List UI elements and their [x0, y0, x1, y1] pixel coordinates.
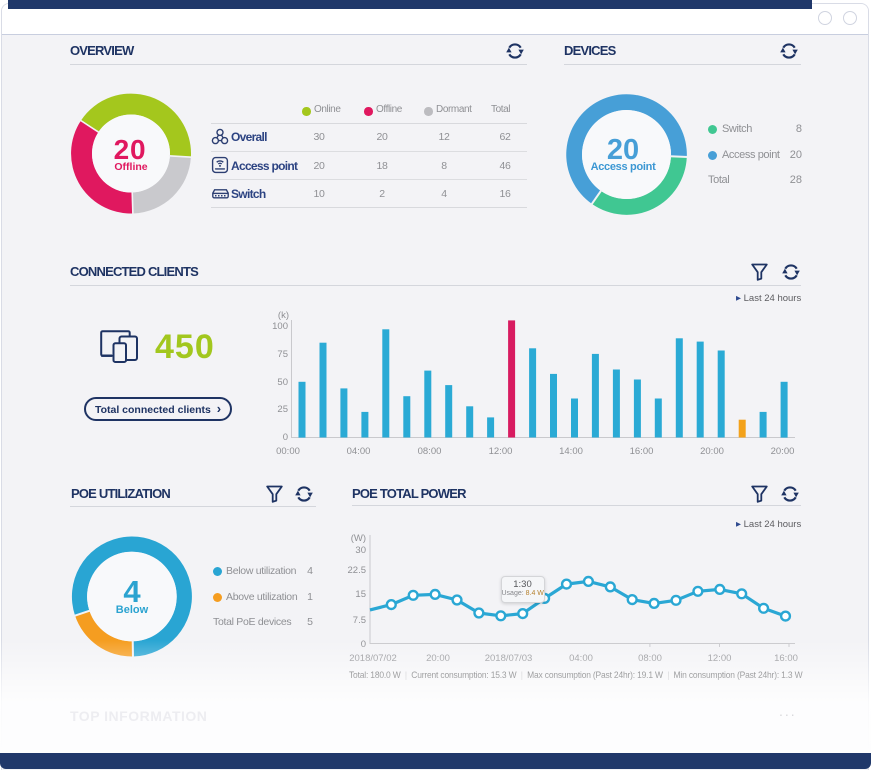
svg-text:12:00: 12:00 — [489, 446, 513, 457]
svg-text:25: 25 — [277, 404, 288, 415]
svg-text:30: 30 — [355, 545, 366, 556]
svg-text:14:00: 14:00 — [559, 446, 583, 457]
svg-text:08:00: 08:00 — [418, 446, 442, 457]
svg-text:100: 100 — [272, 321, 288, 332]
svg-text:20:00: 20:00 — [700, 446, 724, 457]
svg-text:75: 75 — [277, 349, 288, 360]
svg-text:(W): (W) — [351, 533, 366, 544]
svg-text:22.5: 22.5 — [348, 565, 367, 576]
svg-text:0: 0 — [283, 432, 288, 443]
svg-text:04:00: 04:00 — [347, 446, 371, 457]
svg-text:7.5: 7.5 — [353, 615, 366, 626]
svg-text:50: 50 — [277, 377, 288, 388]
svg-text:(k): (k) — [278, 310, 289, 321]
svg-text:16:00: 16:00 — [630, 446, 654, 457]
svg-text:20:00: 20:00 — [771, 446, 795, 457]
svg-text:15: 15 — [355, 589, 366, 600]
svg-text:00:00: 00:00 — [276, 446, 300, 457]
